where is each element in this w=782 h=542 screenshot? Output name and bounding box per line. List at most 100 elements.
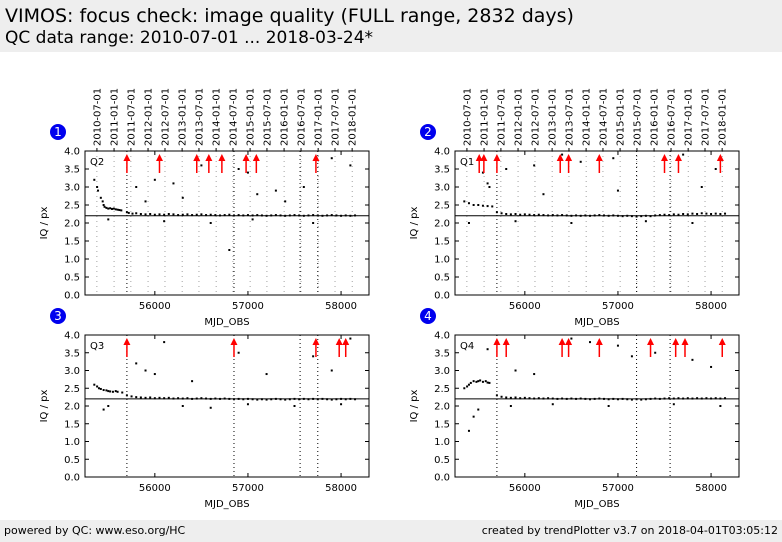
panel-badge <box>420 124 436 140</box>
data-point <box>467 202 470 205</box>
y-tick-label: 4.0 <box>434 147 450 158</box>
data-point <box>293 397 296 400</box>
y-tick-label: 4.0 <box>434 331 450 342</box>
data-point <box>705 397 708 400</box>
data-point <box>181 213 184 216</box>
data-point <box>205 214 208 217</box>
date-tick-label: 2010-07-01 <box>462 88 473 146</box>
data-point <box>663 397 666 400</box>
event-arrow-head <box>123 338 131 345</box>
chart-panel-2: 2 Q1 0.0 0.5 1.0 1.5 2.0 2.5 3.0 3.5 4.0 56000 57000… <box>409 88 740 328</box>
event-arrow-head <box>493 338 501 345</box>
event-arrow <box>193 154 201 173</box>
data-point <box>495 211 498 214</box>
data-point <box>635 398 638 401</box>
data-point <box>533 214 536 217</box>
data-point <box>719 213 722 215</box>
data-point <box>307 214 310 217</box>
data-point <box>349 397 352 400</box>
data-point <box>477 380 480 383</box>
data-point <box>640 215 643 218</box>
data-point <box>556 214 559 217</box>
data-point <box>616 398 619 401</box>
data-point <box>537 213 540 216</box>
data-point <box>344 398 347 401</box>
data-point <box>270 214 273 217</box>
y-tick-label: 1.5 <box>434 419 450 430</box>
data-point <box>186 213 189 216</box>
data-point <box>533 373 536 376</box>
date-tick-label: 2011-01-01 <box>110 88 121 146</box>
date-tick-label: 2017-07-01 <box>701 88 712 146</box>
event-arrow-head <box>556 154 564 161</box>
data-point <box>607 398 610 401</box>
data-point <box>101 200 104 203</box>
plot-frame <box>454 334 740 478</box>
event-arrow-head <box>595 338 603 345</box>
data-point <box>335 398 338 401</box>
y-tick-label: 3.5 <box>434 348 450 359</box>
x-axis-label: MJD_OBS <box>204 499 249 510</box>
data-point <box>246 171 249 174</box>
data-point <box>523 396 526 399</box>
y-tick-label: 0.5 <box>64 455 80 466</box>
data-point <box>209 213 212 216</box>
data-point <box>710 213 713 215</box>
y-axis-label: IQ / px <box>409 207 420 240</box>
data-point <box>172 213 175 216</box>
data-point <box>630 355 633 358</box>
date-tick-label: 2016-01-01 <box>280 88 291 146</box>
x-tick-label: 58000 <box>695 483 727 494</box>
data-point <box>114 208 117 211</box>
data-point <box>486 348 489 351</box>
data-point <box>246 403 249 406</box>
plot-frame <box>84 334 370 478</box>
data-point <box>279 398 282 401</box>
data-point <box>598 397 601 400</box>
y-tick-label: 4.0 <box>64 147 80 158</box>
data-point <box>340 397 343 400</box>
page-subtitle: QC data range: 2010-07-01 ... 2018-03-24… <box>5 28 374 48</box>
data-point <box>107 405 110 407</box>
data-point <box>219 397 222 400</box>
data-point <box>491 205 494 208</box>
data-point <box>696 397 699 400</box>
data-point <box>251 218 254 221</box>
data-point <box>500 395 503 398</box>
page-header: VIMOS: focus check: image quality (FULL … <box>0 0 782 52</box>
data-point <box>616 189 619 192</box>
panel-badge <box>50 124 66 140</box>
event-arrow <box>716 154 724 173</box>
data-point <box>153 397 156 400</box>
data-point <box>579 160 582 163</box>
data-point <box>118 209 121 212</box>
data-point <box>700 186 703 188</box>
data-point <box>472 415 475 418</box>
y-tick-label: 3.5 <box>64 348 80 359</box>
data-point <box>682 397 685 400</box>
data-point <box>640 398 643 401</box>
event-arrow <box>242 154 250 173</box>
data-point <box>102 204 105 206</box>
data-point <box>298 214 301 217</box>
data-point <box>700 212 703 215</box>
data-point <box>256 193 259 196</box>
date-tick-label: 2015-01-01 <box>246 88 257 146</box>
data-point <box>682 153 685 156</box>
data-point <box>256 214 259 217</box>
data-point <box>691 358 694 361</box>
data-point <box>265 214 268 217</box>
data-point <box>139 396 142 399</box>
y-axis-label: IQ / px <box>39 207 50 240</box>
data-point <box>153 178 156 181</box>
data-point <box>163 220 166 223</box>
data-point <box>107 218 110 221</box>
data-point <box>107 207 110 210</box>
y-tick-label: 3.0 <box>434 183 450 194</box>
data-point <box>251 214 254 217</box>
data-point <box>654 351 657 354</box>
data-point <box>519 397 522 400</box>
data-point <box>719 397 722 400</box>
date-tick-label: 2018-01-01 <box>718 88 729 146</box>
data-point <box>344 214 347 217</box>
